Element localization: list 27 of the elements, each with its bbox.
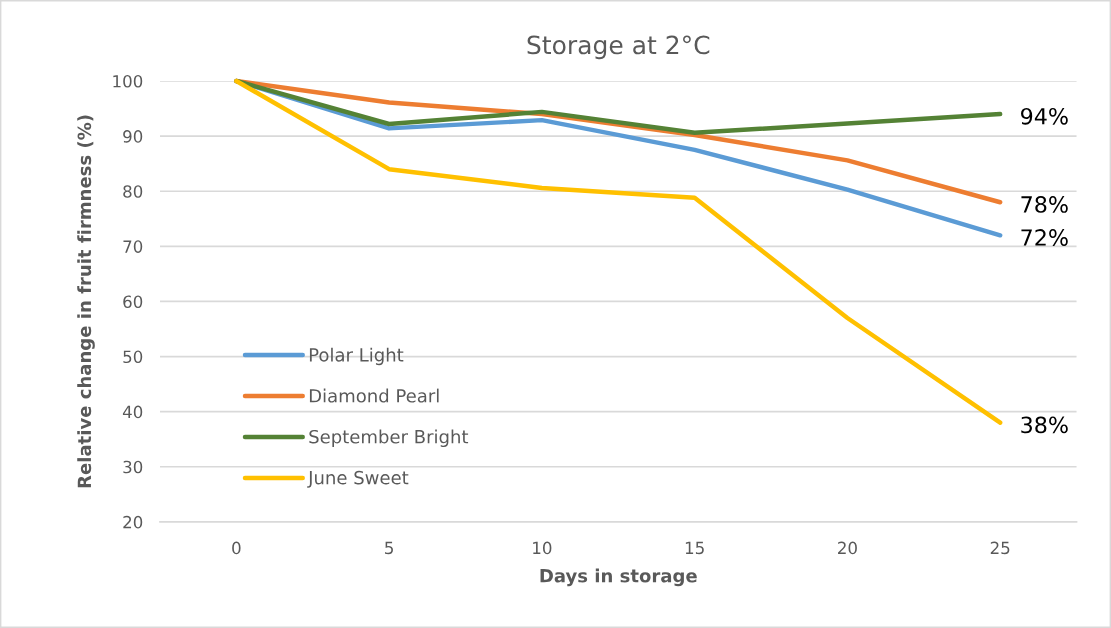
y-tick-label: 50 (123, 350, 143, 364)
x-tick-label: 15 (685, 541, 704, 555)
y-axis-title: Relative change in fruit firmness (%) (77, 115, 95, 488)
x-tick-label: 0 (232, 541, 241, 555)
x-axis-title: Days in storage (540, 568, 697, 587)
data-label: 38% (1021, 416, 1068, 434)
y-tick-label: 60 (123, 295, 143, 309)
y-tick-label: 90 (123, 130, 143, 143)
data-label: 78% (1021, 196, 1068, 213)
x-tick-label: 25 (990, 541, 1010, 555)
data-label: 72% (1021, 229, 1068, 246)
legend-label: June Sweet (307, 470, 409, 488)
legend-label: Diamond Pearl (309, 388, 439, 403)
y-tick-label: 100 (113, 74, 143, 88)
chart-title: Storage at 2°C (527, 35, 710, 60)
y-tick-label: 20 (123, 515, 143, 529)
y-tick-label: 30 (123, 460, 143, 474)
y-tick-label: 70 (123, 240, 143, 253)
legend-label: Polar Light (309, 347, 404, 366)
y-tick-label: 40 (122, 405, 143, 419)
y-tick-label: 80 (123, 185, 143, 198)
x-tick-label: 20 (838, 541, 857, 555)
line-series (234, 78, 1003, 425)
x-tick-label: 10 (533, 541, 552, 555)
legend-label: September Bright (309, 429, 469, 448)
data-label: 94% (1021, 107, 1068, 125)
x-tick-label: 5 (385, 541, 393, 555)
